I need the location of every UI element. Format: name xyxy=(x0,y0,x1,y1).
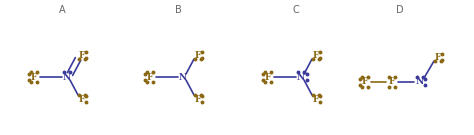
Text: F: F xyxy=(435,53,441,62)
Text: F: F xyxy=(362,77,368,87)
Text: D: D xyxy=(396,5,404,15)
Text: F: F xyxy=(195,50,201,60)
Text: F: F xyxy=(265,72,271,82)
Text: F: F xyxy=(313,94,319,104)
Text: F: F xyxy=(195,94,201,104)
Text: N: N xyxy=(297,72,305,82)
Text: F: F xyxy=(79,94,85,104)
Text: C: C xyxy=(292,5,300,15)
Text: F: F xyxy=(313,50,319,60)
Text: A: A xyxy=(59,5,65,15)
Text: N: N xyxy=(416,77,424,87)
Text: N: N xyxy=(179,72,187,82)
Text: F: F xyxy=(389,77,395,87)
Text: F: F xyxy=(147,72,153,82)
Text: N: N xyxy=(63,72,71,82)
Text: B: B xyxy=(174,5,182,15)
Text: F: F xyxy=(79,50,85,60)
Text: F: F xyxy=(31,72,37,82)
